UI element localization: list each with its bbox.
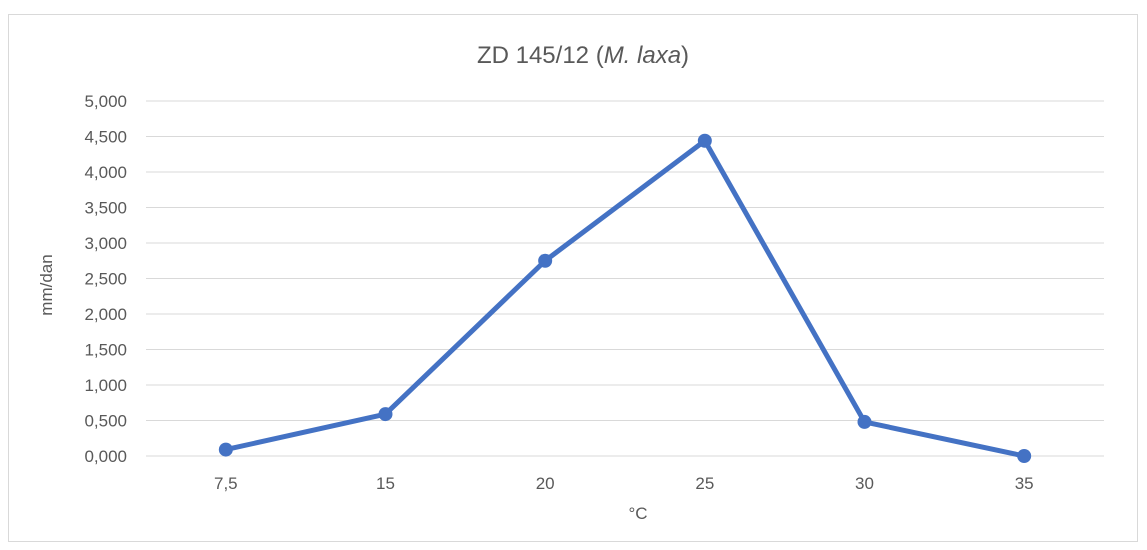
y-axis-ticks: 0,000 0,500 1,000 1,500 2,000 2,500 3,000 3,500… (84, 92, 127, 466)
y-tick-label: 0,000 (84, 447, 127, 466)
data-point (697, 133, 712, 148)
x-tick-label: 20 (536, 474, 555, 493)
data-point (1017, 449, 1032, 463)
data-point (857, 414, 872, 429)
data-point (218, 442, 233, 457)
y-tick-label: 5,000 (84, 92, 127, 111)
data-point (538, 253, 553, 268)
y-tick-label: 3,500 (84, 199, 127, 218)
y-tick-label: 1,000 (84, 376, 127, 395)
gridlines (146, 100, 1104, 457)
y-tick-label: 4,500 (84, 128, 127, 147)
y-tick-label: 3,000 (84, 234, 127, 253)
series-line (223, 138, 1027, 459)
x-axis-label: °C (628, 504, 647, 523)
x-tick-label: 30 (855, 474, 874, 493)
chart-title: ZD 145/12 (M. laxa) (477, 42, 689, 69)
y-tick-label: 2,000 (84, 305, 127, 324)
x-tick-label: 35 (1015, 474, 1034, 493)
y-tick-label: 4,000 (84, 163, 127, 182)
y-tick-label: 1,500 (84, 341, 127, 360)
x-axis-ticks: 7,5 15 20 25 30 35 (214, 474, 1034, 493)
x-tick-label: 15 (376, 474, 395, 493)
y-tick-label: 2,500 (84, 270, 127, 289)
data-point (378, 407, 393, 422)
y-tick-label: 0,500 (84, 412, 127, 431)
x-tick-label: 25 (695, 474, 714, 493)
y-axis-label: mm/dan (37, 254, 56, 315)
x-tick-label: 7,5 (214, 474, 238, 493)
series-group (218, 133, 1032, 463)
